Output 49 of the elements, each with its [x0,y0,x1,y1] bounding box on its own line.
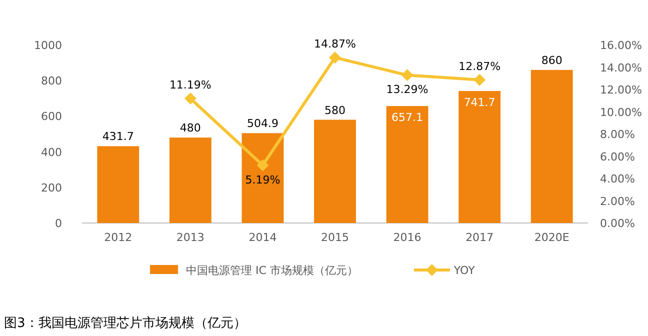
data-label: 14.87% [314,38,356,51]
data-label: 741.7 [464,96,496,109]
x-tick-label: 2014 [248,231,277,244]
bar [242,133,284,223]
x-tick-label: 2013 [176,231,204,244]
point [401,69,414,82]
y-tick-label: 200 [41,181,62,194]
x-tick-label: 2020E [534,231,570,244]
point [474,74,486,86]
y2-tick-label: 8.00% [600,128,635,141]
bar [169,138,212,223]
data-label: 504.9 [246,117,278,130]
x-tick-label: 2017 [466,231,494,244]
y-tick-label: 1000 [34,39,62,52]
y-tick-label: 400 [41,146,62,159]
data-label: 657.1 [392,111,424,124]
data-label: 860 [541,54,562,67]
caption: 图3：我国电源管理芯片市场规模（亿元） [4,316,246,331]
y2-tick-label: 14.00% [600,61,642,74]
data-label: 580 [324,104,346,117]
y2-tick-label: 12.00% [600,84,642,96]
point [329,52,341,64]
data-label: 480 [180,122,201,135]
y2-tick-label: 10.00% [600,106,642,119]
point [184,92,196,105]
data-label: 11.19% [169,78,212,92]
bar [314,120,356,223]
point [256,159,269,172]
x-tick-label: 2015 [321,231,349,244]
y-tick-label: 800 [41,74,62,88]
y2-tick-label: 16.00% [600,39,642,52]
data-label: 13.29% [386,83,428,96]
y2-tick-label: 2.00% [600,194,635,208]
bar [458,90,501,223]
data-label: 12.87% [458,60,501,73]
data-label: 5.19% [245,173,280,186]
x-tick-label: 2012 [104,231,132,244]
bar [97,146,140,223]
data-label: 431.7 [102,130,134,144]
bar [386,106,428,223]
y-tick-label: 600 [41,110,62,124]
y2-tick-label: 4.00% [600,172,635,186]
y2-tick-label: 6.00% [600,150,635,164]
bar [530,70,573,223]
y2-tick-label: 0.00% [600,217,635,230]
legend-label: YOY [452,264,476,277]
legend-label: 中国电源管理 IC 市场规模（亿元） [186,264,358,277]
x-tick-label: 2016 [393,231,422,244]
y-tick-label: 0 [55,217,62,230]
